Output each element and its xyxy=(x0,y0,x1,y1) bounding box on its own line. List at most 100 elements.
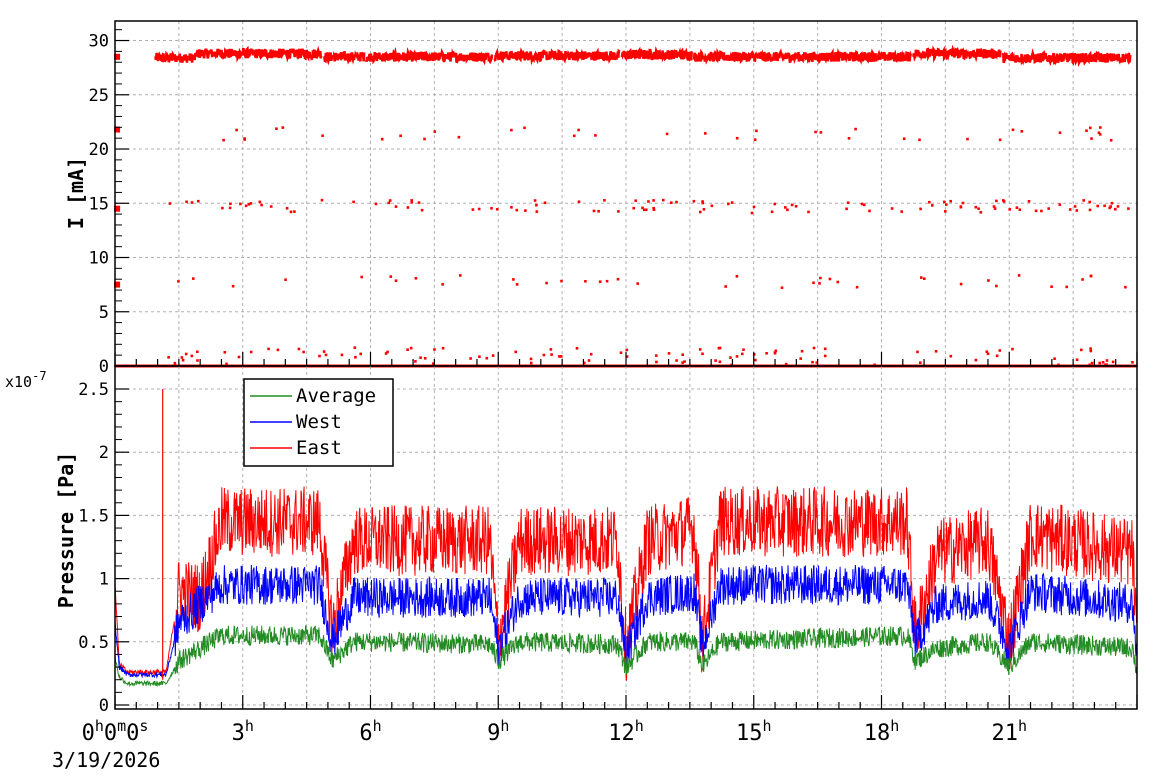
current-scatter-point xyxy=(167,356,170,359)
pressure-series-line-average xyxy=(114,625,1137,688)
time-axis-tick-label: 3h xyxy=(232,717,254,746)
current-scatter-point xyxy=(819,131,823,134)
pressure-y-tick-label: 1.5 xyxy=(78,506,109,526)
current-scatter-point xyxy=(918,138,921,142)
current-scatter-point xyxy=(1097,131,1101,134)
current-scatter-point xyxy=(735,355,739,358)
current-scatter-point xyxy=(420,208,424,212)
current-scatter-point xyxy=(1085,129,1088,132)
current-beam-segment xyxy=(620,45,694,63)
current-scatter-point xyxy=(491,354,495,357)
pressure-axis-title: Pressure [Pa] xyxy=(54,452,78,609)
current-scatter-point xyxy=(784,362,788,366)
current-scatter-point xyxy=(752,205,756,209)
current-scatter-point xyxy=(920,276,923,279)
current-scatter-point xyxy=(1075,209,1079,212)
current-scatter-point xyxy=(727,202,730,206)
current-scatter-point xyxy=(550,353,553,356)
current-scatter-point xyxy=(285,207,289,210)
current-scatter-point xyxy=(1114,207,1117,211)
current-scatter-point xyxy=(790,203,794,207)
current-beam-segment xyxy=(692,47,913,65)
current-scatter-point xyxy=(702,208,706,211)
current-scatter-point xyxy=(794,205,798,208)
current-scatter-point xyxy=(1109,205,1112,208)
pressure-frame xyxy=(114,365,1138,710)
current-scatter-point xyxy=(998,349,1002,352)
current-scatter-point xyxy=(714,359,717,362)
current-scatter-point xyxy=(828,277,832,281)
current-y-tick-label: 30 xyxy=(89,32,109,52)
pressure-scale-multiplier: x10-7 xyxy=(5,369,47,391)
current-scatter-point xyxy=(573,134,576,138)
current-scatter-point xyxy=(807,210,810,214)
current-scatter-point xyxy=(718,346,722,350)
current-scatter-point xyxy=(625,348,629,352)
current-scatter-point xyxy=(260,203,263,207)
current-scatter-point xyxy=(432,362,435,365)
current-beam-segment xyxy=(1001,48,1132,68)
current-scatter-point xyxy=(1082,199,1085,202)
current-scatter-point xyxy=(276,348,280,352)
current-scatter-point xyxy=(753,138,757,141)
current-beam-segment xyxy=(154,50,197,63)
current-y-tick-label: 5 xyxy=(99,303,109,323)
current-scatter-point xyxy=(222,138,225,142)
current-scatter-point xyxy=(114,53,121,60)
current-scatter-point xyxy=(583,361,586,365)
current-scatter-point xyxy=(1099,126,1102,129)
current-scatter-point xyxy=(1089,347,1092,350)
current-scatter-point xyxy=(854,127,857,131)
pressure-series-line-east xyxy=(114,486,1137,681)
current-scatter-point xyxy=(619,351,623,354)
current-scatter-point xyxy=(529,361,533,365)
current-scatter-point xyxy=(860,202,864,206)
current-scatter-point xyxy=(730,363,733,367)
current-scatter-point xyxy=(665,132,669,136)
current-scatter-point xyxy=(1090,361,1094,365)
current-scatter-point xyxy=(592,209,596,213)
current-scatter-point xyxy=(966,137,969,141)
current-scatter-point xyxy=(819,276,822,280)
current-scatter-point xyxy=(902,137,906,140)
current-scatter-point xyxy=(229,202,232,206)
current-scatter-point xyxy=(293,210,296,213)
current-scatter-point xyxy=(1011,128,1015,132)
current-scatter-point xyxy=(114,281,121,288)
current-scatter-point xyxy=(812,346,816,350)
current-scatter-point xyxy=(836,280,840,284)
time-axis-tick-label: 6h xyxy=(359,717,381,746)
current-scatter-point xyxy=(549,348,553,351)
current-scatter-point xyxy=(409,346,413,350)
current-scatter-point xyxy=(995,199,998,203)
current-scatter-point xyxy=(1090,137,1093,140)
current-scatter-point xyxy=(823,347,827,351)
current-scatter-point xyxy=(114,205,121,212)
current-scatter-point xyxy=(652,206,655,210)
current-scatter-point xyxy=(1124,285,1127,289)
current-scatter-point xyxy=(818,282,821,285)
current-scatter-point xyxy=(985,350,989,353)
current-scatter-point xyxy=(197,199,200,203)
current-scatter-point xyxy=(890,207,894,210)
current-scatter-point xyxy=(297,347,301,351)
current-scatter-point xyxy=(1108,206,1111,210)
current-scatter-point xyxy=(249,350,253,354)
current-scatter-point xyxy=(655,354,658,357)
current-scatter-point xyxy=(1047,207,1050,210)
current-scatter-point xyxy=(1080,348,1083,352)
current-scatter-point xyxy=(185,200,188,204)
current-scatter-point xyxy=(490,207,493,210)
current-scatter-point xyxy=(786,208,789,212)
time-axis-tick-label: 18h xyxy=(864,717,900,746)
current-scatter-point xyxy=(177,280,180,283)
current-scatter-point xyxy=(269,205,273,208)
current-scatter-point xyxy=(617,210,620,213)
current-scatter-point xyxy=(284,278,287,281)
current-scatter-point xyxy=(919,361,922,364)
current-scatter-point xyxy=(959,205,963,208)
current-scatter-point xyxy=(1089,274,1093,278)
current-scatter-point xyxy=(681,361,684,364)
current-scatter-point xyxy=(959,282,963,286)
current-scatter-point xyxy=(949,354,953,358)
